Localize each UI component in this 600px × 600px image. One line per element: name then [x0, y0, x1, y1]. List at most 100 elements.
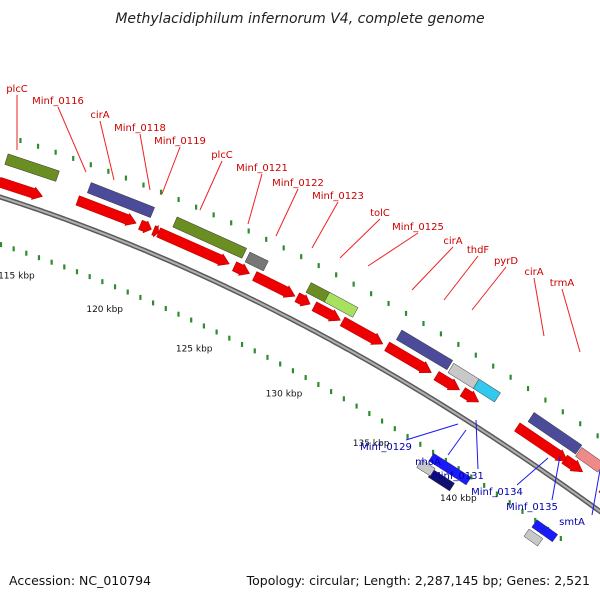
lower-tick-dot [75, 269, 79, 275]
upper-tick-dot [36, 143, 40, 149]
lower-tick-dot [37, 255, 41, 261]
forward-gene-label: Minf_0119 [154, 136, 206, 147]
lower-tick-dot [342, 396, 345, 402]
reverse-gene-label: smtA [559, 517, 585, 528]
lower-tick-dot [444, 457, 447, 463]
forward-label-leader [367, 232, 419, 267]
reverse-gene-block [540, 525, 559, 543]
lower-tick-dot [113, 284, 117, 290]
reverse-gene-label: nhoA [415, 457, 441, 468]
forward-gene-label: Minf_0116 [32, 96, 84, 107]
lower-tick-dot [457, 466, 460, 472]
upper-tick-dot [509, 374, 512, 380]
lower-tick-dot [355, 403, 358, 409]
backbone-highlight [0, 195, 600, 513]
lower-tick-dot [88, 274, 91, 280]
upper-tick-dot [579, 421, 582, 427]
upper-tick-dot [387, 300, 390, 306]
forward-gene-arrow [156, 227, 230, 266]
upper-tick-dot [457, 341, 460, 347]
lower-tick-dot [559, 536, 562, 542]
lower-tick-dot [495, 491, 499, 497]
upper-tick-dot [142, 182, 145, 188]
forward-gene-label: trmA [550, 278, 575, 289]
upper-tick-dot [300, 254, 303, 260]
upper-tick-dot [439, 331, 443, 337]
forward-gene-arrow [294, 292, 311, 307]
lower-tick-dot [304, 375, 307, 381]
tick-label: 115 kbp [0, 271, 35, 281]
cog-box [575, 447, 600, 473]
forward-gene-arrow [0, 176, 44, 200]
cog-box [323, 291, 359, 318]
reverse-gene-label: Minf_0129 [360, 442, 412, 453]
upper-tick-dot [404, 310, 408, 316]
lower-tick-dot [152, 300, 155, 306]
upper-tick-dot [317, 263, 320, 269]
upper-tick-dot [195, 204, 198, 210]
upper-tick-dot [177, 197, 180, 203]
lower-tick-dot [12, 246, 15, 252]
reverse-gene-block [446, 464, 472, 486]
gene-arrows [0, 176, 600, 494]
lower-tick-dot [202, 323, 206, 329]
lower-tick-dot [534, 517, 537, 523]
cog-box [244, 251, 269, 272]
cog-box [172, 216, 248, 259]
cog-box [527, 412, 583, 455]
cog-box [86, 182, 155, 218]
lower-tick-dot [419, 441, 422, 447]
upper-tick-dot [265, 236, 268, 242]
lower-tick-dot [291, 368, 295, 374]
reverse-gene-block [416, 459, 436, 477]
tick-label: 120 kbp [86, 305, 123, 315]
reverse-label-leader [516, 457, 549, 486]
lower-tick-dot [483, 482, 486, 488]
forward-label-leader [199, 160, 223, 211]
forward-gene-arrow [151, 225, 159, 238]
forward-label-leader [411, 246, 454, 291]
lower-tick-dot [25, 250, 28, 256]
lower-tick-dot [266, 354, 269, 360]
forward-label-leader [99, 120, 115, 181]
tick-dots [0, 138, 599, 542]
gene-labels: plcCMinf_0116cirAMinf_0118Minf_0119plcCM… [6, 84, 600, 528]
forward-label-leader [311, 201, 339, 249]
tick-label: 140 kbp [440, 494, 477, 504]
lower-tick-dot [521, 508, 524, 514]
backbone-line [0, 194, 600, 515]
forward-gene-label: tolC [370, 208, 390, 219]
forward-gene-label: Minf_0123 [312, 191, 364, 202]
reverse-label-leader [447, 429, 467, 456]
reverse-label-leader [591, 469, 600, 516]
forward-gene-label: Minf_0122 [272, 178, 324, 189]
lower-tick-dot [393, 426, 396, 432]
lower-tick-dot [330, 389, 333, 395]
forward-gene-label: cirA [524, 267, 543, 278]
forward-gene-arrow [311, 301, 341, 322]
forward-gene-arrow [252, 271, 296, 298]
lower-tick-dot [101, 279, 104, 285]
reverse-gene-label: Minf_0134 [471, 487, 523, 498]
forward-gene-arrow [339, 316, 384, 345]
forward-gene-arrow [75, 195, 137, 226]
forward-gene-arrow [384, 341, 432, 373]
forward-label-leader [247, 173, 263, 225]
lower-tick-dot [177, 311, 180, 317]
upper-tick-dot [596, 433, 599, 439]
upper-tick-dot [54, 149, 57, 155]
upper-tick-dot [492, 363, 495, 369]
forward-gene-arrow [231, 261, 250, 276]
lower-tick-dot [380, 418, 384, 424]
forward-gene-label: plcC [6, 84, 28, 95]
upper-tick-dot [422, 321, 425, 327]
lower-tick-dot [126, 289, 129, 295]
lower-tick-dot [190, 317, 193, 323]
forward-gene-label: plcC [211, 150, 233, 161]
upper-tick-dot [352, 281, 355, 287]
lower-tick-dot [508, 500, 511, 506]
forward-gene-arrow [138, 219, 152, 234]
forward-label-leader [443, 255, 479, 301]
lower-tick-dot [63, 264, 66, 270]
lower-tick-dot [279, 361, 282, 367]
